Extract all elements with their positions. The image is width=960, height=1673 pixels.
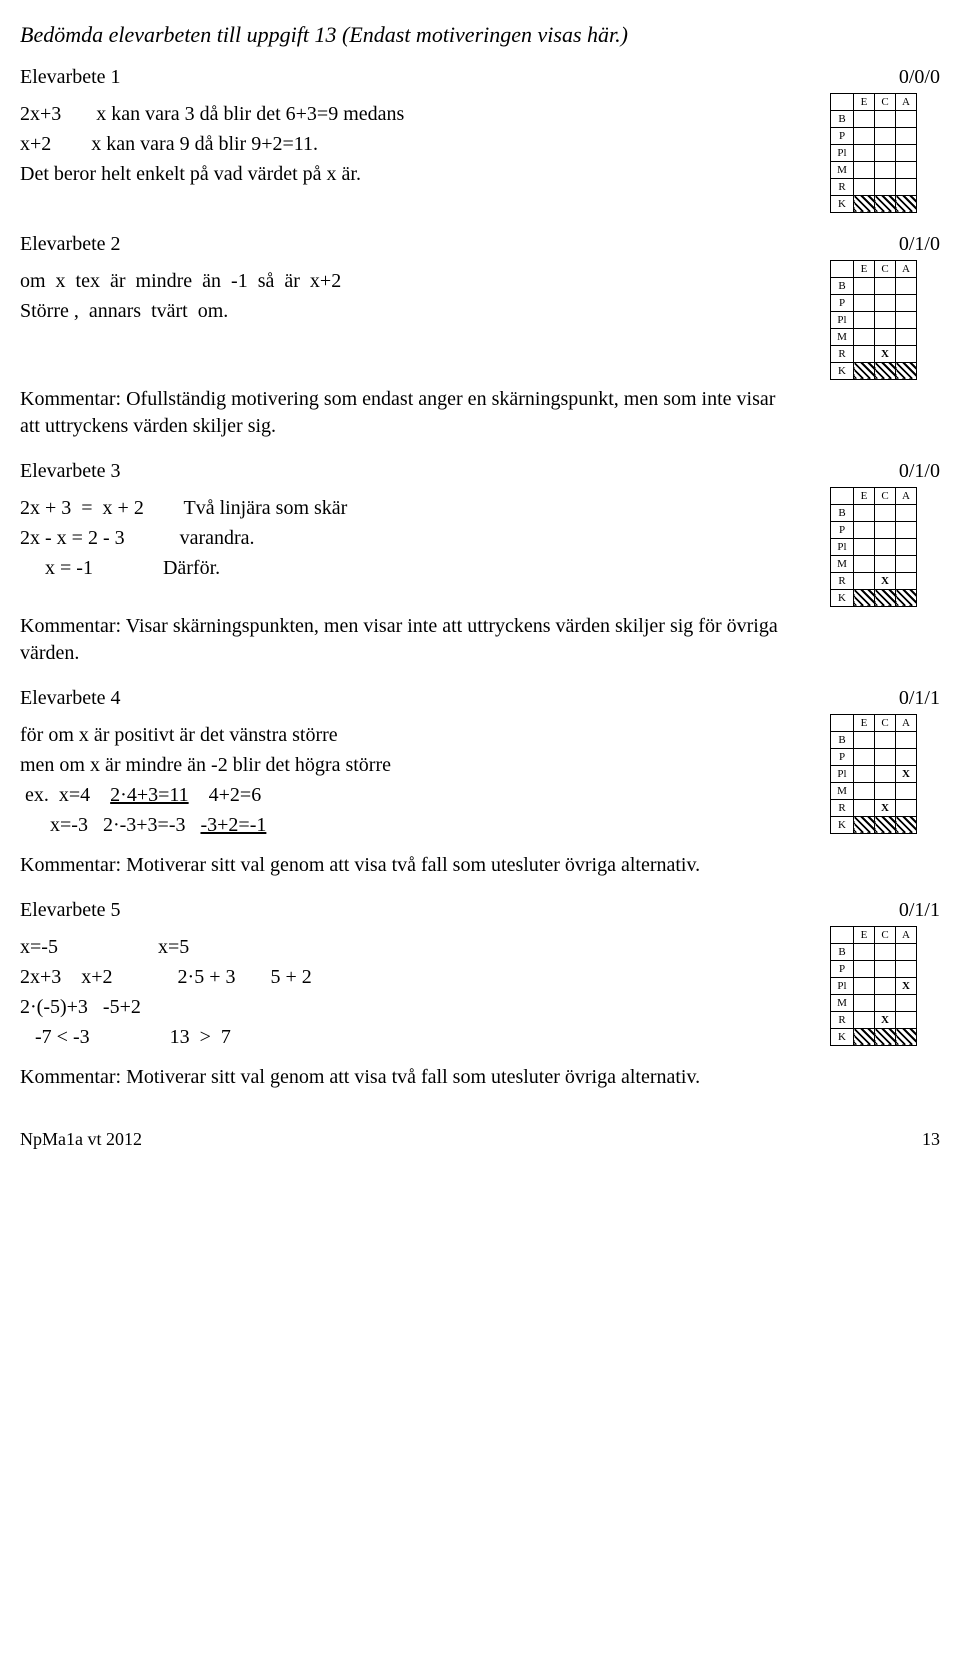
handwritten-text: x=-5 x=5 2x+3 x+2 2·5 + 3 5 + 2 2·(-5)+3… (20, 932, 802, 1052)
page: Bedömda elevarbeten till uppgift 13 (End… (0, 0, 960, 1191)
grid-col: ECABPPlXMRXK (830, 924, 940, 1046)
page-title: Bedömda elevarbeten till uppgift 13 (End… (20, 20, 940, 50)
grid-col: ECABPPlXMRXK (830, 712, 940, 834)
footer-left: NpMa1a vt 2012 (20, 1127, 142, 1151)
block-comment: Kommentar: Motiverar sitt val genom att … (20, 1064, 800, 1091)
handwritten-text: om x tex är mindre än -1 så är x+2 Störr… (20, 266, 802, 326)
elevarbete-block: Elevarbete 2 0/1/0 om x tex är mindre än -… (20, 231, 940, 440)
block-comment: Kommentar: Visar skärningspunkten, men v… (20, 613, 800, 667)
handwritten-text: för om x är positivt är det vänstra stör… (20, 720, 802, 840)
score-grid: ECABPPlXMRXK (830, 926, 917, 1046)
block-score: 0/1/0 (899, 458, 940, 485)
block-title: Elevarbete 1 (20, 64, 121, 91)
block-score: 0/1/0 (899, 231, 940, 258)
elevarbete-block: Elevarbete 3 0/1/0 2x + 3 = x + 2 Två linj… (20, 458, 940, 667)
elevarbete-block: Elevarbete 4 0/1/1 för om x är positivt är… (20, 685, 940, 879)
grid-col: ECABPPlMRK (830, 91, 940, 213)
elevarbete-block: Elevarbete 5 0/1/1 x=-5 x=5 2x+3 x+2 2·5 +… (20, 897, 940, 1091)
block-score: 0/1/1 (899, 685, 940, 712)
footer: NpMa1a vt 2012 13 (20, 1127, 940, 1151)
blocks-container: Elevarbete 1 0/0/0 2x+3 x kan vara 3 då bl… (20, 64, 940, 1091)
footer-page: 13 (922, 1127, 940, 1151)
block-title: Elevarbete 5 (20, 897, 121, 924)
handwritten-text: 2x + 3 = x + 2 Två linjära som skär 2x -… (20, 493, 802, 583)
block-title: Elevarbete 3 (20, 458, 121, 485)
handwritten-text: 2x+3 x kan vara 3 då blir det 6+3=9 meda… (20, 99, 802, 189)
score-grid: ECABPPlMRXK (830, 487, 917, 607)
grid-col: ECABPPlMRXK (830, 485, 940, 607)
score-grid: ECABPPlMRXK (830, 260, 917, 380)
elevarbete-block: Elevarbete 1 0/0/0 2x+3 x kan vara 3 då bl… (20, 64, 940, 213)
score-grid: ECABPPlMRK (830, 93, 917, 213)
block-score: 0/0/0 (899, 64, 940, 91)
grid-col: ECABPPlMRXK (830, 258, 940, 380)
block-title: Elevarbete 2 (20, 231, 121, 258)
score-grid: ECABPPlXMRXK (830, 714, 917, 834)
block-comment: Kommentar: Motiverar sitt val genom att … (20, 852, 800, 879)
block-title: Elevarbete 4 (20, 685, 121, 712)
block-score: 0/1/1 (899, 897, 940, 924)
block-comment: Kommentar: Ofullständig motivering som e… (20, 386, 800, 440)
